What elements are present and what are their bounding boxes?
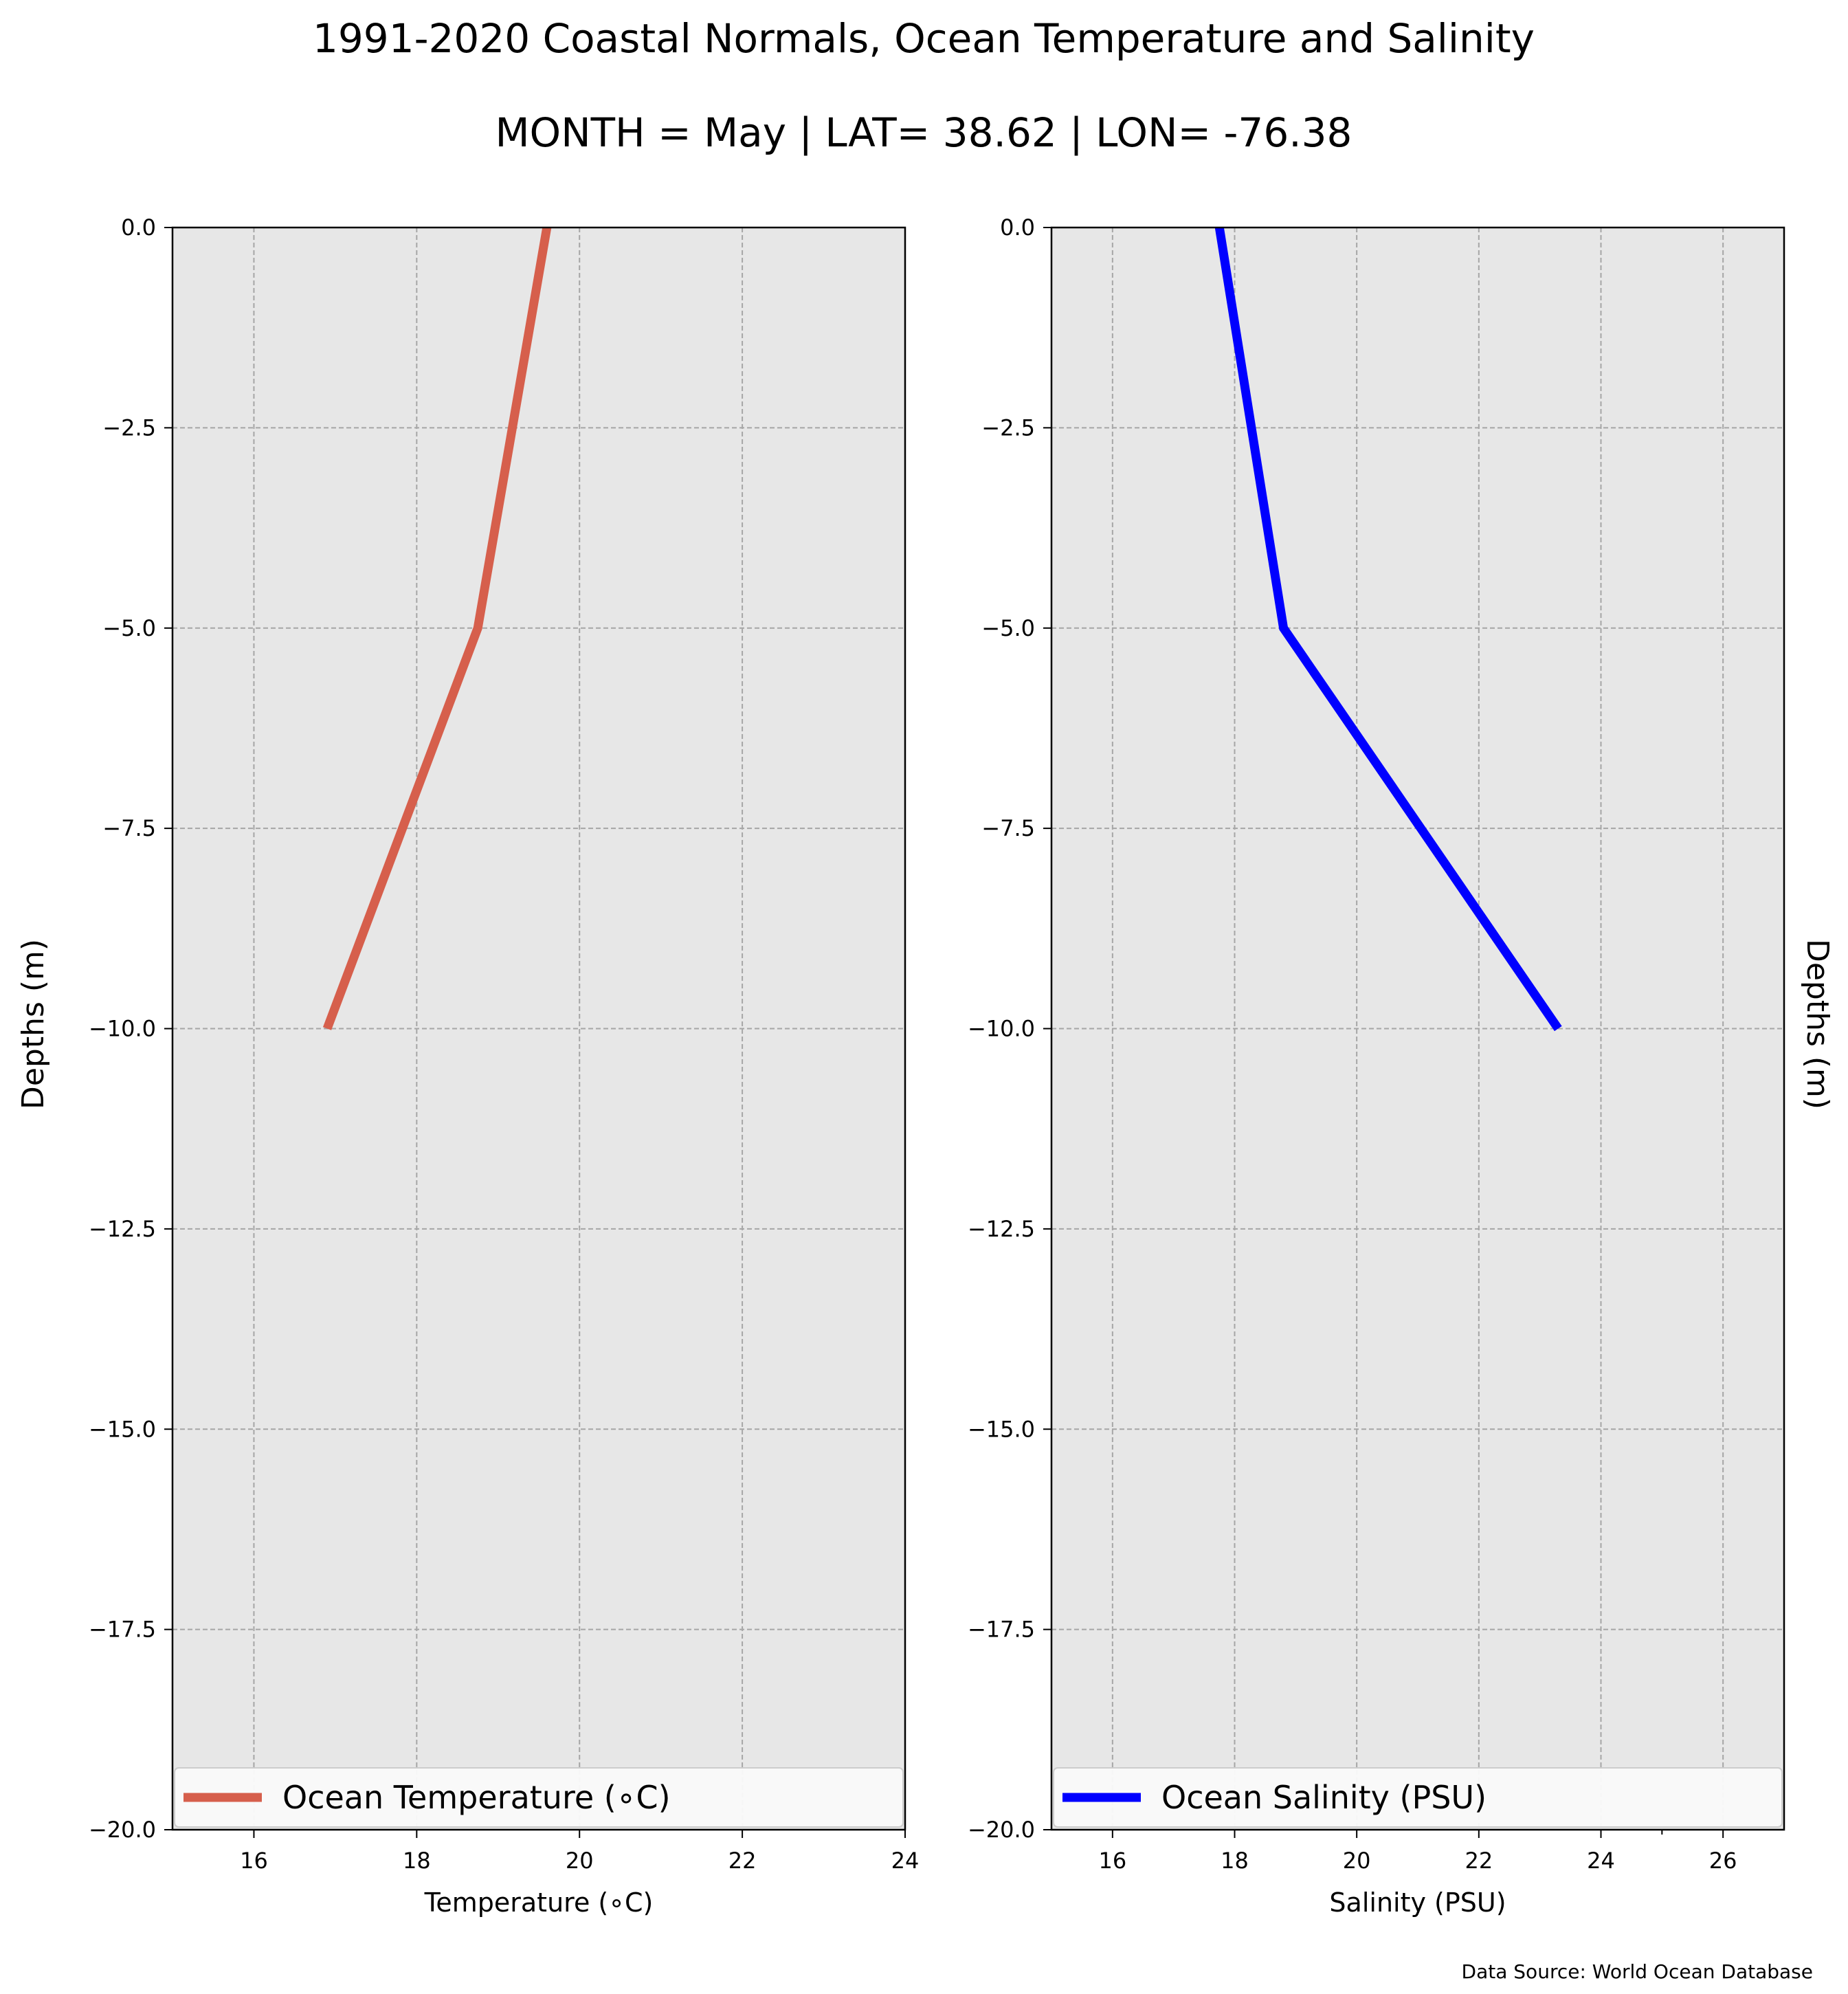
- x-tick-label: 22: [1465, 1848, 1493, 1874]
- left-y-axis-label: Depths (m): [16, 939, 51, 1109]
- x-tick-label: 18: [403, 1848, 431, 1874]
- y-tick-label: −17.5: [89, 1617, 156, 1643]
- y-tick-label: −12.5: [968, 1216, 1035, 1242]
- y-tick-label: −5.0: [102, 615, 156, 641]
- plot-frame: [171, 226, 906, 1831]
- y-tick-label: −10.0: [968, 1016, 1035, 1042]
- x-tick-label: 16: [240, 1848, 268, 1874]
- x-tick-label: 20: [1343, 1848, 1371, 1874]
- legend-entry: Ocean Temperature (∘C): [282, 1779, 671, 1816]
- y-tick-label: −7.5: [981, 815, 1035, 841]
- y-tick-label: −10.0: [89, 1016, 156, 1042]
- chart-title: 1991-2020 Coastal Normals, Ocean Tempera…: [313, 15, 1535, 62]
- x-axis-label: Salinity (PSU): [1329, 1887, 1506, 1918]
- y-tick-label: −17.5: [968, 1617, 1035, 1643]
- x-tick-label: 22: [728, 1848, 757, 1874]
- x-tick-label: 18: [1221, 1848, 1249, 1874]
- legend: Ocean Temperature (∘C): [174, 1767, 904, 1828]
- legend: Ocean Salinity (PSU): [1053, 1767, 1783, 1828]
- y-tick-label: −2.5: [981, 414, 1035, 441]
- legend-box: [1053, 1767, 1783, 1828]
- y-tick-label: −12.5: [89, 1216, 156, 1242]
- series-line: [1214, 226, 1562, 1032]
- y-tick-label: −20.0: [968, 1817, 1035, 1843]
- x-tick-label: 24: [891, 1848, 920, 1874]
- y-tick-label: −2.5: [102, 414, 156, 441]
- x-axis-label: Temperature (∘C): [424, 1887, 654, 1918]
- y-tick-label: −15.0: [968, 1416, 1035, 1442]
- chart-subtitle: MONTH = May | LAT= 38.62 | LON= -76.38: [496, 109, 1352, 156]
- x-tick-label: 16: [1098, 1848, 1126, 1874]
- data-source-note: Data Source: World Ocean Database: [1462, 1960, 1813, 1983]
- y-tick-label: −20.0: [89, 1817, 156, 1843]
- y-tick-label: −15.0: [89, 1416, 156, 1442]
- plot-frame: [1050, 226, 1785, 1831]
- y-tick-label: 0.0: [121, 214, 156, 241]
- x-tick-label: 26: [1709, 1848, 1737, 1874]
- x-tick-label: 24: [1587, 1848, 1615, 1874]
- right-y-axis-label: Depths (m): [1800, 939, 1835, 1109]
- legend-entry: Ocean Salinity (PSU): [1161, 1779, 1487, 1816]
- temperature-panel: 16 18 20 22 24 0.0 −2.5 −5.0 −7.5 −10.0 −12.5 −15.0…: [89, 214, 919, 1918]
- y-tick-label: −5.0: [981, 615, 1035, 641]
- x-tick-label: 20: [566, 1848, 594, 1874]
- legend-box: [174, 1767, 904, 1828]
- y-tick-label: −7.5: [102, 815, 156, 841]
- salinity-panel: 16 18 20 22 24 26 0.0 −2.5 −5.0 −7.5 −10.0 −12.5 −15…: [968, 214, 1785, 1918]
- y-tick-label: 0.0: [1000, 214, 1035, 241]
- series-line: [322, 226, 552, 1030]
